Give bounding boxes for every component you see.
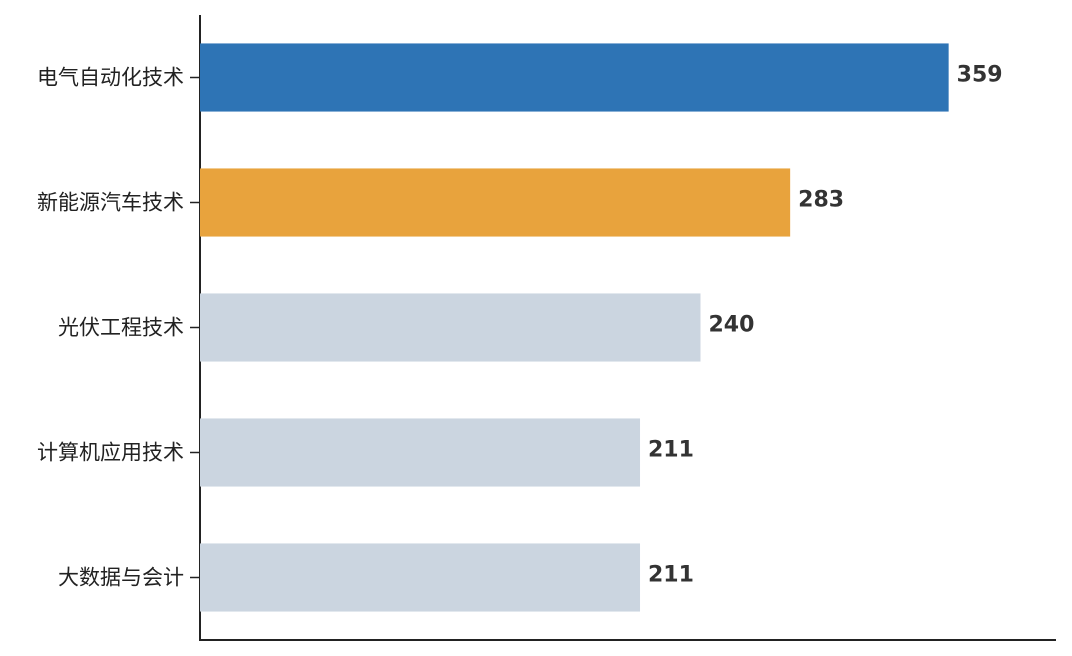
value-label: 240 [708, 313, 754, 338]
value-label: 359 [957, 63, 1003, 88]
bar [200, 43, 949, 112]
y-tick-label: 新能源汽车技术 [37, 191, 184, 215]
y-tick-label: 大数据与会计 [58, 566, 184, 590]
y-tick-label: 光伏工程技术 [58, 316, 184, 340]
y-tick-label: 电气自动化技术 [37, 66, 184, 90]
value-label: 211 [648, 438, 694, 463]
value-label: 283 [798, 188, 844, 213]
bar [200, 168, 791, 237]
bar [200, 293, 701, 362]
bar [200, 543, 641, 612]
y-tick-label: 计算机应用技术 [37, 441, 184, 465]
value-label: 211 [648, 563, 694, 588]
bar [200, 418, 641, 487]
